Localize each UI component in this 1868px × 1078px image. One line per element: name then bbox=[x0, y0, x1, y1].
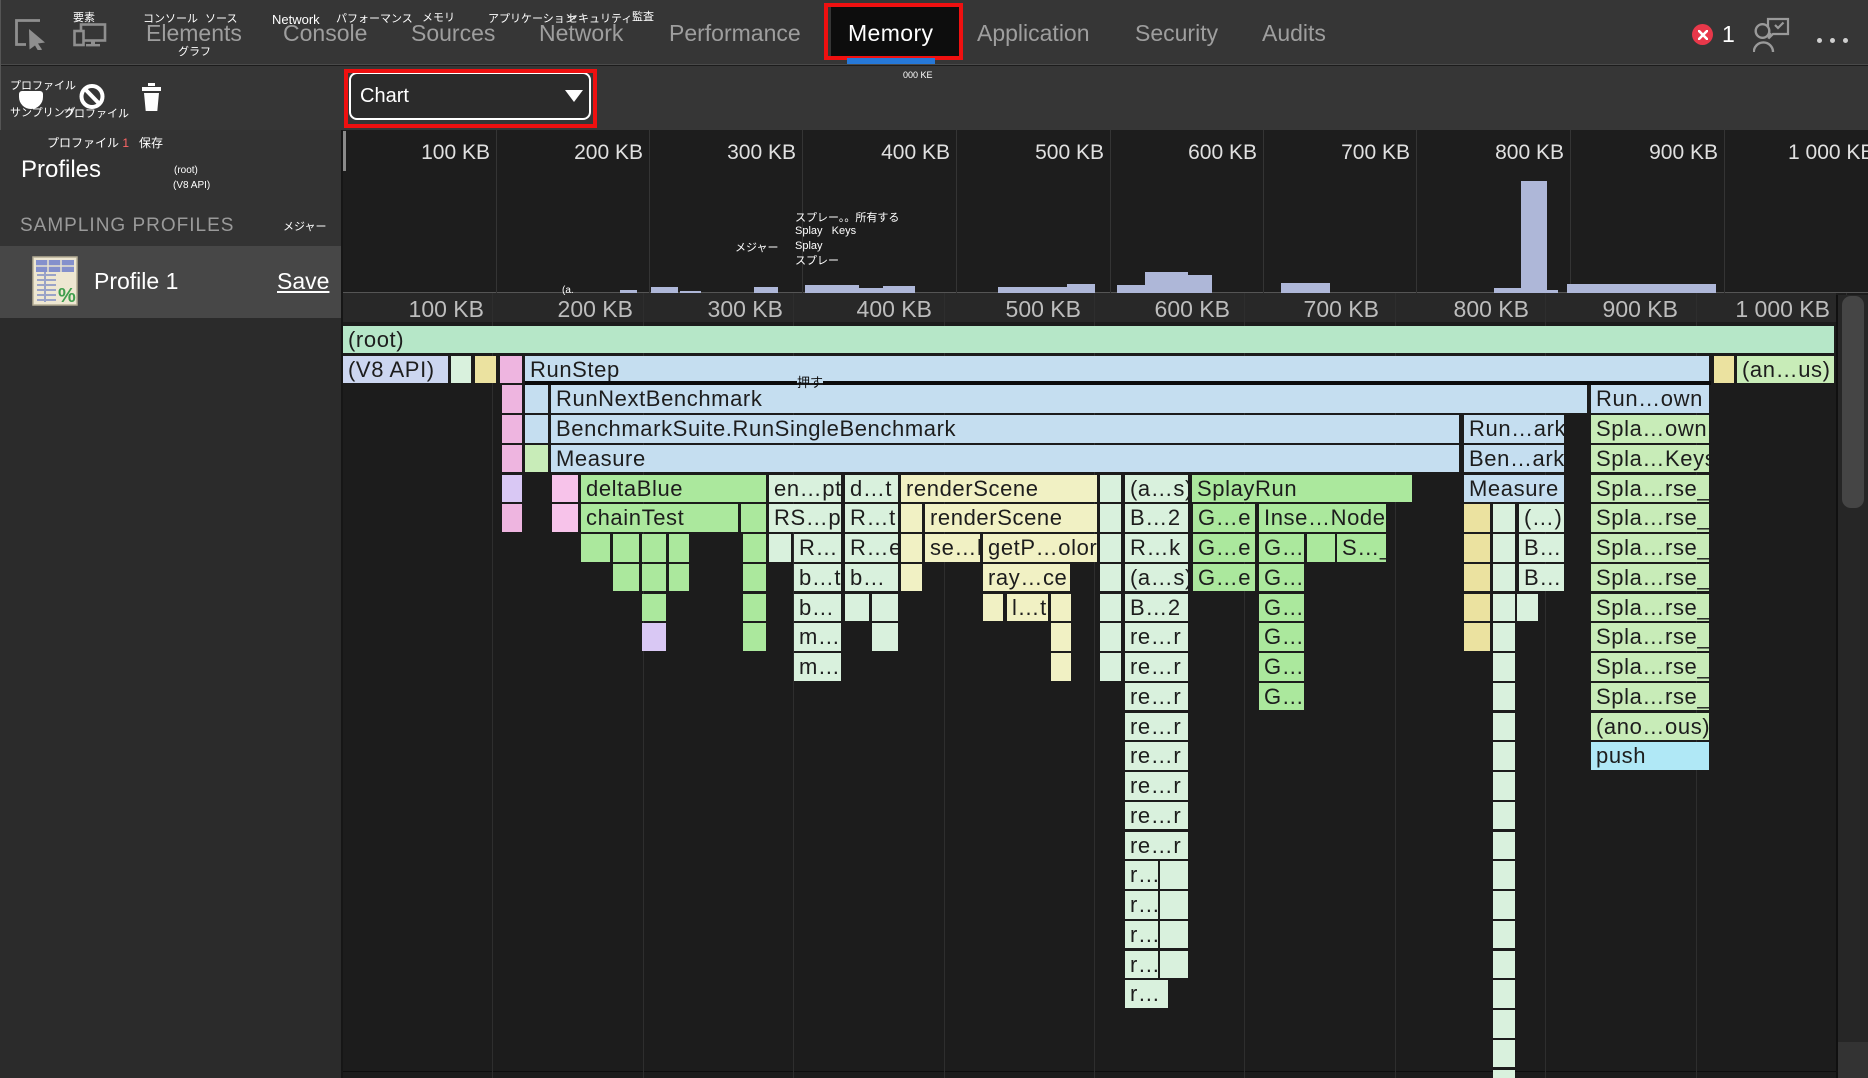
svg-text:%: % bbox=[58, 285, 76, 306]
